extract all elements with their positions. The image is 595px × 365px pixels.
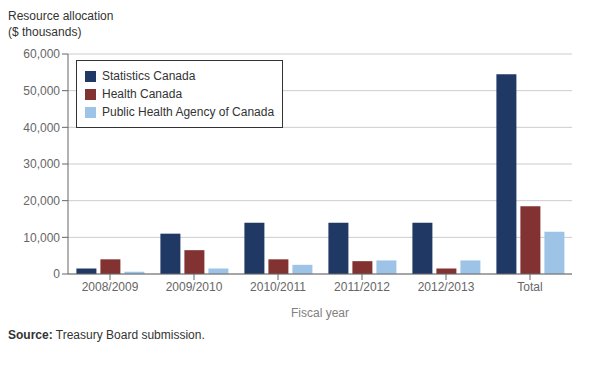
svg-text:30,000: 30,000 — [23, 157, 60, 171]
svg-text:2010/2011: 2010/2011 — [250, 280, 306, 294]
svg-text:40,000: 40,000 — [23, 121, 60, 135]
svg-text:10,000: 10,000 — [23, 231, 60, 245]
svg-text:Total: Total — [517, 280, 542, 294]
svg-text:Fiscal year: Fiscal year — [291, 306, 349, 320]
html-text:Statistics Canada: Statistics Canada — [102, 69, 196, 83]
html-text:Health Canada: Health Canada — [102, 87, 183, 101]
svg-text:2011/2012: 2011/2012 — [334, 280, 390, 294]
html-text:Resource allocation: Resource allocation — [8, 9, 114, 23]
svg-text:2009/2010: 2009/2010 — [166, 280, 223, 294]
svg-text:60,000: 60,000 — [23, 47, 60, 61]
svg-text:2012/2013: 2012/2013 — [418, 280, 475, 294]
svg-text:0: 0 — [53, 267, 60, 281]
html-text:Public Health Agency of Canada: Public Health Agency of Canada — [102, 105, 275, 119]
svg-text:50,000: 50,000 — [23, 84, 60, 98]
html-text:($ thousands): ($ thousands) — [8, 25, 82, 39]
html-text:Source: Treasury Board submiss: Source: Treasury Board submission. — [8, 328, 205, 342]
svg-text:20,000: 20,000 — [23, 194, 60, 208]
svg-text:2008/2009: 2008/2009 — [82, 280, 139, 294]
